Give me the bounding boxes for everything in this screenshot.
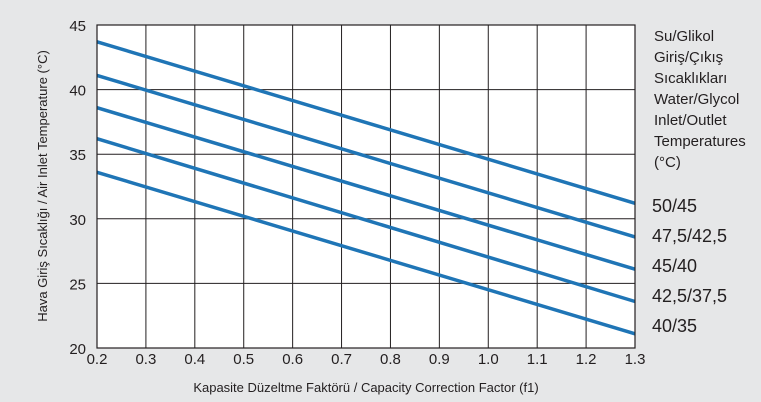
legend-title-line: Giriş/Çıkış	[654, 49, 723, 66]
legend-item: 45/40	[652, 256, 697, 276]
y-tick-label: 25	[69, 276, 86, 293]
legend-item: 40/35	[652, 316, 697, 336]
series-line	[96, 73, 636, 239]
legend-title-line: Temperatures	[654, 133, 746, 150]
y-tick-label: 30	[69, 212, 86, 229]
series-line	[96, 106, 636, 271]
x-tick-label: 1.2	[576, 351, 597, 368]
legend-item: 47,5/42,5	[652, 226, 727, 246]
x-tick-labels: 0.2 0.3 0.4 0.5 0.6 0.7 0.8 0.9 1.0 1.1 1.2 1.3	[87, 351, 646, 368]
y-tick-label: 35	[69, 147, 86, 164]
y-tick-labels: 20 25 30 35 40 45	[69, 18, 86, 358]
x-tick-label: 0.3	[135, 351, 156, 368]
legend-title-line: Water/Glycol	[654, 91, 739, 108]
plot-frame	[96, 24, 636, 349]
legend-title-line: (°C)	[654, 154, 681, 171]
y-tick-label: 45	[69, 18, 86, 35]
x-tick-label: 0.8	[380, 351, 401, 368]
x-tick-label: 0.9	[429, 351, 450, 368]
plot-area	[97, 25, 635, 348]
legend-title-line: Inlet/Outlet	[654, 112, 727, 129]
x-tick-label: 0.4	[184, 351, 205, 368]
x-tick-label: 0.5	[233, 351, 254, 368]
legend-title-line: Su/Glikol	[654, 28, 714, 45]
y-tick-label: 40	[69, 83, 86, 100]
x-tick-label: 1.0	[478, 351, 499, 368]
x-tick-label: 1.1	[527, 351, 548, 368]
series-line	[96, 40, 636, 205]
legend-title-line: Sıcaklıkları	[654, 70, 727, 87]
legend-item: 42,5/37,5	[652, 286, 727, 306]
series-line	[96, 170, 636, 336]
series-lines	[96, 40, 636, 336]
x-tick-label: 0.6	[282, 351, 303, 368]
legend-title: Su/Glikol Giriş/Çıkış Sıcaklıkları Water/Gl…	[654, 28, 746, 171]
y-axis-title: Hava Giriş Sıcaklığı / Air Inlet Tempera…	[35, 50, 50, 322]
x-tick-label: 0.2	[87, 351, 108, 368]
x-tick-label: 1.3	[625, 351, 646, 368]
legend-item: 50/45	[652, 196, 697, 216]
x-tick-label: 0.7	[331, 351, 352, 368]
y-tick-label: 20	[69, 341, 86, 358]
x-axis-title: Kapasite Düzeltme Faktörü / Capacity Cor…	[193, 380, 538, 395]
legend: 50/45 47,5/42,5 45/40 42,5/37,5 40/35	[652, 196, 727, 336]
series-line	[96, 137, 636, 304]
